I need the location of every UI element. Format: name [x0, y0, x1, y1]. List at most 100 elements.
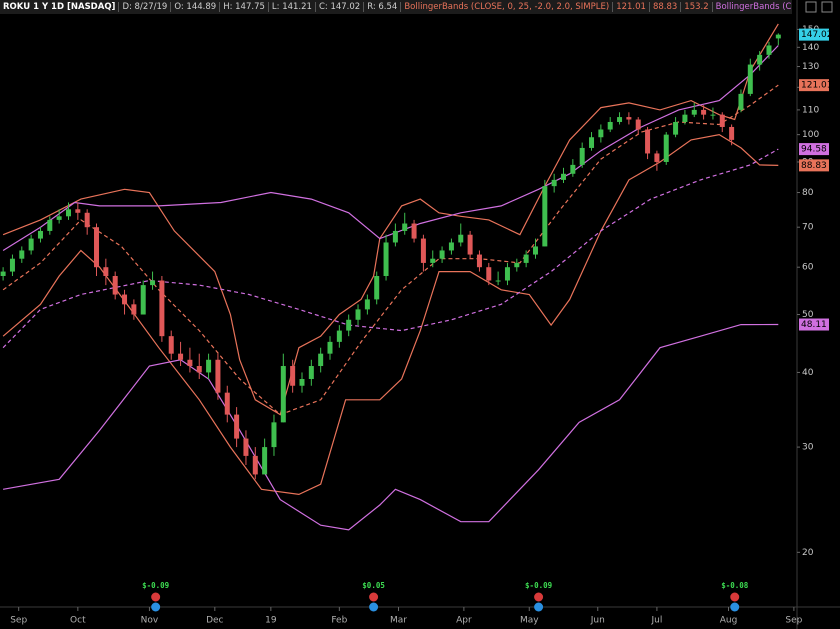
candle-body — [28, 238, 34, 251]
candle-body — [458, 234, 464, 243]
candle-body — [654, 153, 660, 162]
quote-field: D: 8/27/19 — [119, 2, 172, 12]
candle-body — [56, 216, 62, 220]
candle-body — [355, 309, 361, 320]
quote-field: R: 6.54 — [364, 2, 402, 12]
plot-area — [0, 23, 781, 531]
study-name: BollingerBands (CLOSE, 0, 25, -2.0, 2.0,… — [401, 2, 614, 12]
price-badge-label: 94.58 — [801, 145, 827, 155]
candle-body — [467, 234, 473, 255]
candle-body — [420, 238, 426, 263]
candle-body — [542, 186, 548, 247]
candle-body — [271, 422, 277, 448]
candle-body — [663, 134, 669, 162]
candle-body — [9, 258, 15, 272]
earnings-icon — [369, 592, 379, 602]
candle-body — [131, 304, 137, 315]
candle-body — [19, 250, 25, 259]
price-badge — [799, 143, 829, 156]
candle-body — [75, 209, 81, 213]
candle-body — [626, 117, 632, 120]
band-line — [2, 323, 779, 531]
price-badge-label: 48.11 — [801, 320, 827, 330]
price-badge — [799, 318, 829, 331]
candle-body — [486, 267, 492, 281]
candle-body — [364, 299, 370, 310]
dividend-icon — [151, 602, 161, 612]
candle-body — [168, 336, 174, 354]
candle-body — [775, 34, 781, 39]
earnings-icon — [730, 592, 740, 602]
y-tick-label: 40 — [802, 368, 814, 378]
candle-body — [0, 271, 6, 277]
x-tick-label: Dec — [206, 616, 223, 626]
candle-body — [299, 379, 305, 386]
earnings-label: $-0.09 — [525, 581, 553, 590]
x-tick-label: Apr — [456, 616, 472, 626]
candle-body — [598, 129, 604, 138]
candle-body — [645, 129, 651, 154]
candle-body — [701, 109, 707, 115]
candle-body — [719, 114, 725, 127]
x-tick-label: Jun — [590, 616, 605, 626]
price-badge-label: 121.01 — [801, 81, 833, 91]
chart-header: ROKU 1 Y 1D [NASDAQ] D: 8/27/19 O: 144.89 H… — [0, 0, 792, 14]
candle-body — [234, 414, 240, 439]
y-tick-label: 110 — [802, 105, 819, 115]
candle-body — [187, 359, 193, 367]
x-tick-label: Feb — [331, 616, 347, 626]
y-tick-label: 30 — [802, 443, 814, 453]
candle-body — [94, 227, 100, 268]
candle-body — [561, 173, 567, 180]
x-tick-label: Mar — [390, 616, 407, 626]
x-tick-label: Sep — [785, 616, 802, 626]
candle-body — [495, 280, 501, 282]
price-badge — [799, 159, 829, 172]
candle-body — [280, 366, 286, 423]
earnings-icon — [534, 592, 544, 602]
price-badge-label: 88.83 — [801, 161, 827, 171]
y-tick-label: 80 — [802, 188, 814, 198]
dividend-icon — [534, 602, 544, 612]
candle-body — [514, 262, 520, 268]
candle-body — [766, 45, 772, 55]
band-line — [2, 148, 779, 349]
candle-body — [84, 212, 90, 228]
candle-body — [252, 455, 258, 475]
price-badge — [799, 79, 829, 92]
x-tick-label: Aug — [720, 616, 738, 626]
symbol: ROKU 1 Y 1D [NASDAQ] — [0, 2, 120, 12]
quote-field: C: 147.02 — [315, 2, 365, 12]
candle-body — [523, 254, 529, 263]
candle-body — [383, 242, 389, 277]
icon[interactable] — [805, 1, 817, 13]
candle-body — [346, 319, 352, 331]
candle-body — [178, 353, 184, 360]
candle-body — [710, 114, 716, 116]
earnings-icon — [151, 592, 161, 602]
candle-body — [551, 179, 557, 187]
candle-body — [290, 366, 296, 386]
study-value: 88.83 — [649, 2, 682, 12]
candle-body — [308, 366, 314, 380]
dividend-icon — [730, 602, 740, 612]
candle-body — [691, 109, 697, 115]
candle-body — [448, 242, 454, 251]
candle-body — [476, 254, 482, 268]
candle-body — [336, 330, 342, 342]
price-badge-label: 147.02 — [801, 30, 833, 40]
x-tick-label: May — [520, 616, 539, 626]
candle-body — [112, 276, 118, 295]
candle-body — [439, 250, 445, 259]
candle-body — [215, 359, 221, 393]
icon[interactable] — [821, 1, 833, 13]
candle-body — [37, 230, 43, 239]
y-tick-label: 50 — [802, 310, 814, 320]
y-tick-label: 20 — [802, 548, 814, 558]
candle-body — [430, 258, 436, 263]
candle-body — [570, 164, 576, 174]
earnings-label: $0.05 — [362, 581, 385, 590]
candle-body — [682, 114, 688, 122]
